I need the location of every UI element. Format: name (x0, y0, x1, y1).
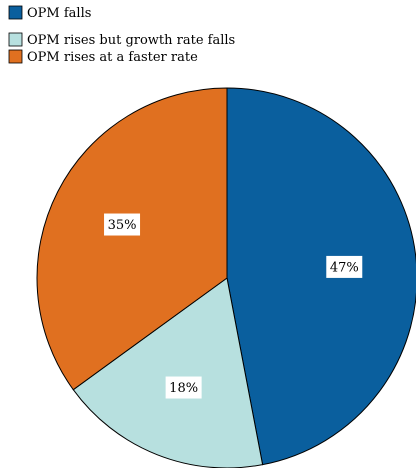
legend-label-opm-falls: OPM falls (27, 6, 91, 21)
data-label-opm-falls: 47% (326, 255, 363, 278)
pie-slice-opm-rises-faster (36, 87, 228, 391)
data-label-text: 18% (169, 381, 198, 396)
data-label-box (326, 255, 363, 278)
data-label-text: 47% (330, 260, 359, 275)
data-label-opm-rises-faster: 35% (104, 213, 141, 236)
data-label-opm-rises-growth-falls: 18% (165, 376, 202, 399)
pie-slice-opm-falls (226, 87, 416, 466)
pie-data-labels: 47% 18% 35% (104, 213, 363, 399)
legend-swatch-opm-rises-growth-falls (8, 32, 23, 47)
data-label-box (104, 213, 141, 236)
legend-swatch-opm-falls (8, 5, 23, 20)
data-label-box (165, 376, 202, 399)
legend-swatch-opm-rises-faster (8, 49, 23, 64)
legend: OPM falls OPM rises but growth rate fall… (8, 5, 235, 65)
pie-slice-opm-rises-growth-falls (72, 277, 264, 468)
legend-label-opm-rises-growth-falls: OPM rises but growth rate falls (27, 33, 235, 48)
pie-slices (36, 87, 416, 468)
legend-label-opm-rises-faster: OPM rises at a faster rate (27, 50, 198, 65)
data-label-text: 35% (108, 218, 137, 233)
